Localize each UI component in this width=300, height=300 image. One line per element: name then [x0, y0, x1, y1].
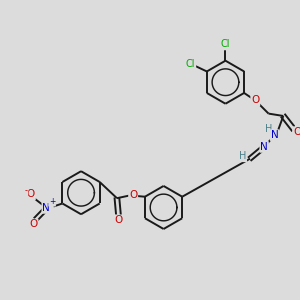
Text: -: - [25, 186, 28, 195]
Text: N: N [42, 203, 50, 213]
Text: O: O [129, 190, 137, 200]
Text: +: + [49, 197, 55, 206]
Text: Cl: Cl [221, 40, 230, 50]
Text: O: O [27, 189, 35, 200]
Text: O: O [293, 127, 300, 137]
Text: Cl: Cl [186, 59, 195, 69]
Text: N: N [271, 130, 278, 140]
Text: O: O [114, 215, 122, 225]
Text: N: N [260, 142, 268, 152]
Text: O: O [29, 219, 38, 230]
Text: H: H [239, 151, 246, 161]
Text: O: O [251, 95, 260, 105]
Text: H: H [266, 124, 273, 134]
